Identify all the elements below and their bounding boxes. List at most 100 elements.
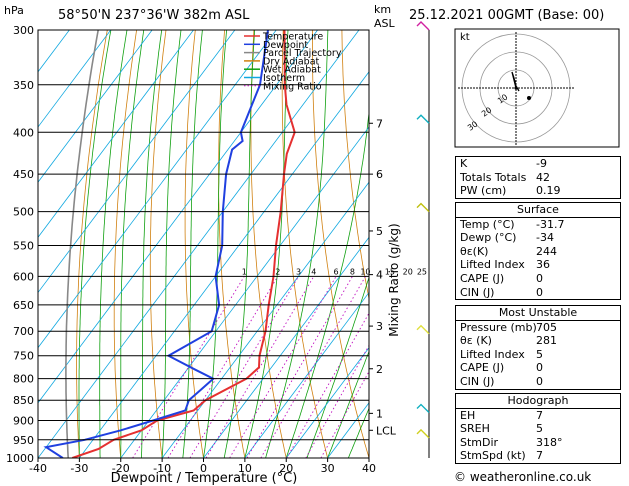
wind-barb xyxy=(416,202,430,213)
divider xyxy=(456,216,620,218)
x-tick-label: -40 xyxy=(29,462,47,475)
hodo-row: SREH 5 xyxy=(456,422,620,436)
surface-row: Lifted Index 36 xyxy=(456,258,620,272)
datetime-label: 25.12.2021 00GMT (Base: 00) xyxy=(409,8,604,23)
mixing-ratio-lines xyxy=(132,276,369,458)
surface-value: -34 xyxy=(536,231,554,245)
sounding-series xyxy=(43,30,296,458)
surface-label: θε(K) xyxy=(460,244,489,258)
wet-adiabat xyxy=(99,30,128,458)
temperature-tick-labels: -40 -30 -20 -10 0 10 20 30 40 xyxy=(29,458,376,475)
footer-credit: © weatheronline.co.uk xyxy=(454,470,591,484)
mixing-ratio-line xyxy=(189,276,299,458)
y-axis-label: Mixing Ratio (g/kg) xyxy=(387,223,401,336)
x-tick-label: -10 xyxy=(153,462,171,475)
isotherm xyxy=(38,30,194,238)
dry-adiabat xyxy=(312,30,369,458)
hodo-value: 7 xyxy=(536,449,543,463)
legend-entry: Mixing Ratio xyxy=(263,81,322,92)
isotherm xyxy=(38,30,153,183)
mixing-ratio-line xyxy=(305,344,369,458)
mu-row: CIN (J) 0 xyxy=(456,375,620,389)
dry-adiabat xyxy=(113,30,138,458)
x-tick-label: -30 xyxy=(70,462,88,475)
legend-entry: Dewpoint xyxy=(263,40,308,51)
hodo-label: StmSpd (kt) xyxy=(460,449,526,463)
surface-label: Lifted Index xyxy=(460,258,525,272)
hodograph-storm-motion xyxy=(527,96,531,100)
surface-row: Temp (°C) -31.7 xyxy=(456,218,620,232)
hodo-label: EH xyxy=(460,408,476,422)
mixing-ratio-labels: 1 2 3 4 6 8 10 15 20 25 xyxy=(242,267,427,276)
isotherms xyxy=(38,30,369,458)
most-unstable-panel: Most Unstable Pressure (mb) 705 θε (K) 281… xyxy=(455,305,621,390)
isotherm xyxy=(38,30,236,294)
wind-barb xyxy=(416,403,430,414)
mu-value: 705 xyxy=(536,320,557,334)
mixing-ratio-label: 4 xyxy=(311,267,316,276)
isotherm xyxy=(285,347,369,458)
surface-label: CIN (J) xyxy=(460,285,495,299)
km-tick-label: 3 xyxy=(376,320,383,333)
mixing-ratio-label: 20 xyxy=(403,267,413,276)
mixing-ratio-line xyxy=(167,276,279,458)
mu-label: θε (K) xyxy=(460,334,492,348)
hodo-label: StmDir xyxy=(460,435,499,449)
isotherm xyxy=(38,30,318,404)
pressure-tick-label: 800 xyxy=(13,373,34,386)
surface-label: CAPE (J) xyxy=(460,271,505,285)
surface-row: θε(K) 244 xyxy=(456,245,620,259)
asl-label: ASL xyxy=(374,17,396,30)
wind-barb xyxy=(416,114,430,124)
isotherm xyxy=(79,71,369,458)
x-tick-label: 30 xyxy=(321,462,335,475)
isotherm xyxy=(203,236,369,458)
isotherm xyxy=(38,30,360,458)
hpa-label: hPa xyxy=(4,4,24,17)
legend-entry: Wet Adiabat xyxy=(263,65,321,76)
mixing-ratio-label: 2 xyxy=(275,267,280,276)
mu-row: θε (K) 281 xyxy=(456,334,620,348)
x-tick-label: 20 xyxy=(279,462,293,475)
mixing-ratio-label: 25 xyxy=(417,267,427,276)
index-label: K xyxy=(460,157,468,170)
parcel-trajectory xyxy=(65,30,99,458)
km-tick-label: 2 xyxy=(376,363,383,376)
pressure-tick-label: 500 xyxy=(13,206,34,219)
surface-label: Dewp (°C) xyxy=(460,231,517,245)
legend-entry: Parcel Trajectory xyxy=(263,48,342,59)
isotherm xyxy=(120,126,369,458)
location-label: 58°50'N 237°36'W 382m ASL xyxy=(58,8,250,23)
wet-adiabat xyxy=(161,30,182,458)
legend-entry: Temperature xyxy=(262,32,323,43)
pressure-tick-label: 1000 xyxy=(6,452,34,465)
hodograph-panel: Hodograph EH 7 SREH 5 StmDir 318° StmSpd (k… xyxy=(455,393,621,464)
mu-value: 0 xyxy=(536,361,543,375)
km-tick-label: 6 xyxy=(376,168,383,181)
mu-value: 0 xyxy=(536,374,543,388)
km-axis: 7 6 5 4 3 2 1 LCL xyxy=(369,117,397,437)
hodo-row: EH 7 xyxy=(456,409,620,423)
km-tick-label: 7 xyxy=(376,117,383,130)
wet-adiabat xyxy=(141,30,163,458)
isotherm xyxy=(38,30,70,73)
surface-value: -31.7 xyxy=(536,217,565,231)
hodo-value: 5 xyxy=(536,422,543,436)
mu-label: CIN (J) xyxy=(460,374,495,388)
parcel-trajectory-line xyxy=(65,30,99,458)
hodograph: kt 10 20 30 xyxy=(454,28,620,148)
hodograph-title: Hodograph xyxy=(507,394,569,407)
hodo-label: SREH xyxy=(460,422,490,436)
mu-value: 5 xyxy=(536,347,543,361)
mu-row: Pressure (mb) 705 xyxy=(456,321,620,335)
surface-panel: Surface Temp (°C) -31.7 Dewp (°C) -34 θε(K… xyxy=(455,202,621,301)
x-axis-label: Dewpoint / Temperature (°C) xyxy=(111,471,298,486)
pressure-tick-label: 600 xyxy=(13,270,34,283)
surface-value: 244 xyxy=(536,244,557,258)
mu-label: CAPE (J) xyxy=(460,361,505,375)
index-row-totals: Totals Totals 42 xyxy=(456,171,620,185)
dry-adiabats xyxy=(76,30,369,458)
index-row-pw: PW (cm) 0.19 xyxy=(456,184,620,198)
hodograph-point xyxy=(514,86,518,90)
pressure-tick-label: 450 xyxy=(13,168,34,181)
